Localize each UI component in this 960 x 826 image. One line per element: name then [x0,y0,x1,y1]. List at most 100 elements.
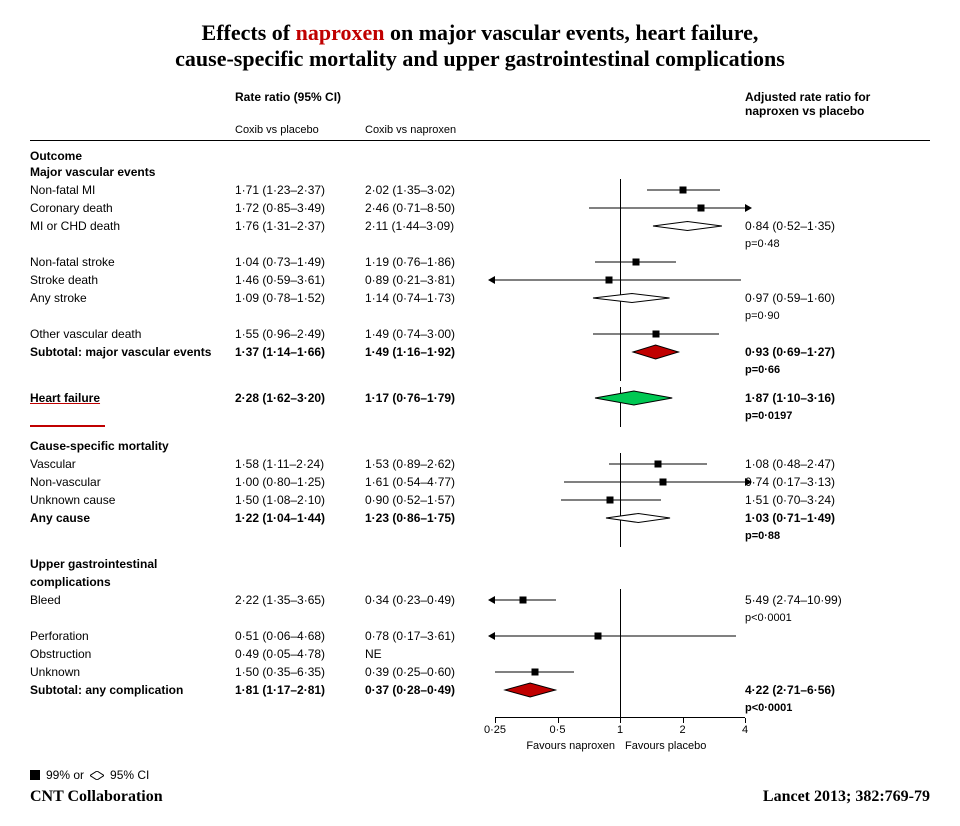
diamond-marker [633,345,678,359]
coxib-placebo-value: 1·50 (0·35–6·35) [235,663,365,681]
axis-tick [620,718,621,723]
legend-95: 95% CI [110,768,149,782]
axis-tick [495,718,496,723]
outcome-name: Any cause [30,509,235,527]
data-row: Stroke death1·46 (0·59–3·61)0·89 (0·21–3… [30,271,930,289]
data-row: Non-fatal stroke1·04 (0·73–1·49)1·19 (0·… [30,253,930,271]
coxib-placebo-value: 2·22 (1·35–3·65) [235,591,365,609]
data-row-pvalue: p=0·0197 [30,407,930,425]
outcome-name: Any stroke [30,289,235,307]
data-row: Subtotal: any complication1·81 (1·17–2·8… [30,681,930,699]
red-underline [30,425,105,427]
adjusted-value: 1·03 (0·71–1·49) [745,509,890,527]
coxib-placebo-value: 2·28 (1·62–3·20) [235,389,365,407]
title-block: Effects of naproxen on major vascular ev… [30,20,930,72]
outcome-name: Subtotal: major vascular events [30,343,235,361]
coxib-naproxen-value: 1·61 (0·54–4·77) [365,473,495,491]
coxib-naproxen-value: NE [365,645,495,663]
point-marker [632,259,639,266]
coxib-placebo-value: 1·72 (0·85–3·49) [235,199,365,217]
data-row-pvalue: p=0·66 [30,361,930,379]
header-rate-ratio: Rate ratio (95% CI) [235,90,495,104]
data-row: Non-fatal MI1·71 (1·23–2·37)2·02 (1·35–3… [30,181,930,199]
point-marker [594,633,601,640]
data-row: Any cause1·22 (1·04–1·44)1·23 (0·86–1·75… [30,509,930,527]
diamond-marker [653,222,722,231]
outcome-name: Non-vascular [30,473,235,491]
outcome-name: Unknown [30,663,235,681]
axis-tick [558,718,559,723]
section-header: Cause-specific mortality [30,437,930,455]
coxib-naproxen-value: 0·39 (0·25–0·60) [365,663,495,681]
outcome-label: Outcome [30,149,930,163]
axis-tick [745,718,746,723]
adjusted-value: 5·49 (2·74–10·99) [745,591,890,609]
data-row-pvalue: p=0·90 [30,307,930,325]
coxib-naproxen-value: 1·14 (0·74–1·73) [365,289,495,307]
axis-tick-label: 0·5 [550,724,566,736]
point-marker [519,597,526,604]
footer-right: Lancet 2013; 382:769-79 [763,788,930,806]
data-row: Any stroke1·09 (0·78–1·52)1·14 (0·74–1·7… [30,289,930,307]
plot-axis: 0·250·5124Favours naproxenFavours placeb… [495,717,745,758]
data-row: Obstruction0·49 (0·05–4·78)NE [30,645,930,663]
p-value: p<0·0001 [745,701,890,715]
data-row-pvalue: p<0·0001 [30,699,930,717]
coxib-naproxen-value: 2·46 (0·71–8·50) [365,199,495,217]
outcome-name: Heart failure [30,389,235,407]
section-header: Upper gastrointestinal complications [30,555,930,591]
outcome-name: Coronary death [30,199,235,217]
coxib-naproxen-value: 1·19 (0·76–1·86) [365,253,495,271]
coxib-naproxen-value: 0·90 (0·52–1·57) [365,491,495,509]
coxib-naproxen-value: 1·49 (1·16–1·92) [365,343,495,361]
legend: 99% or 95% CI [30,768,149,782]
coxib-placebo-value: 0·49 (0·05–4·78) [235,645,365,663]
point-marker [659,479,666,486]
coxib-placebo-value: 1·04 (0·73–1·49) [235,253,365,271]
p-value: p=0·88 [745,529,890,543]
data-row: Unknown1·50 (0·35–6·35)0·39 (0·25–0·60) [30,663,930,681]
point-marker [652,331,659,338]
coxib-naproxen-value: 2·02 (1·35–3·02) [365,181,495,199]
coxib-placebo-value: 1·37 (1·14–1·66) [235,343,365,361]
adjusted-value: 0·74 (0·17–3·13) [745,473,890,491]
data-row: Other vascular death1·55 (0·96–2·49)1·49… [30,325,930,343]
outcome-name: Other vascular death [30,325,235,343]
diamond-marker [593,294,670,303]
forest-plot-table: Rate ratio (95% CI) Adjusted rate ratio … [30,90,930,758]
point-marker [606,277,613,284]
coxib-naproxen-value: 1·49 (0·74–3·00) [365,325,495,343]
adjusted-value: 0·84 (0·52–1·35) [745,217,890,235]
data-row-pvalue: p<0·0001 [30,609,930,627]
data-row: MI or CHD death1·76 (1·31–2·37)2·11 (1·4… [30,217,930,235]
title-line-2: cause-specific mortality and upper gastr… [30,46,930,72]
coxib-naproxen-value: 0·78 (0·17–3·61) [365,627,495,645]
axis-favours-left: Favours naproxen [526,740,615,752]
data-row: Unknown cause1·50 (1·08–2·10)0·90 (0·52–… [30,491,930,509]
coxib-naproxen-value: 1·17 (0·76–1·79) [365,389,495,407]
title-line-1: Effects of naproxen on major vascular ev… [30,20,930,46]
axis-favours-right: Favours placebo [625,740,706,752]
outcome-name: Unknown cause [30,491,235,509]
p-value: p=0·0197 [745,409,890,423]
outcome-name: Perforation [30,627,235,645]
p-value: p=0·66 [745,363,890,377]
adjusted-value: 4·22 (2·71–6·56) [745,681,890,699]
adjusted-value: 1·08 (0·48–2·47) [745,455,890,473]
footer: CNT Collaboration Lancet 2013; 382:769-7… [30,788,930,806]
outcome-name: Non-fatal stroke [30,253,235,271]
coxib-placebo-value: 1·71 (1·23–2·37) [235,181,365,199]
data-row: Coronary death1·72 (0·85–3·49)2·46 (0·71… [30,199,930,217]
coxib-naproxen-value: 0·89 (0·21–3·81) [365,271,495,289]
p-value: p<0·0001 [745,611,890,625]
header-adjusted-l1: Adjusted rate ratio for [745,90,890,104]
coxib-placebo-value: 1·55 (0·96–2·49) [235,325,365,343]
coxib-placebo-value: 1·58 (1·11–2·24) [235,455,365,473]
header-coxib-placebo: Coxib vs placebo [235,124,365,136]
point-marker [655,461,662,468]
axis-tick-label: 4 [742,724,748,736]
outcome-name: MI or CHD death [30,217,235,235]
footer-left: CNT Collaboration [30,788,163,806]
diamond-marker [505,683,555,697]
data-row: Perforation0·51 (0·06–4·68)0·78 (0·17–3·… [30,627,930,645]
